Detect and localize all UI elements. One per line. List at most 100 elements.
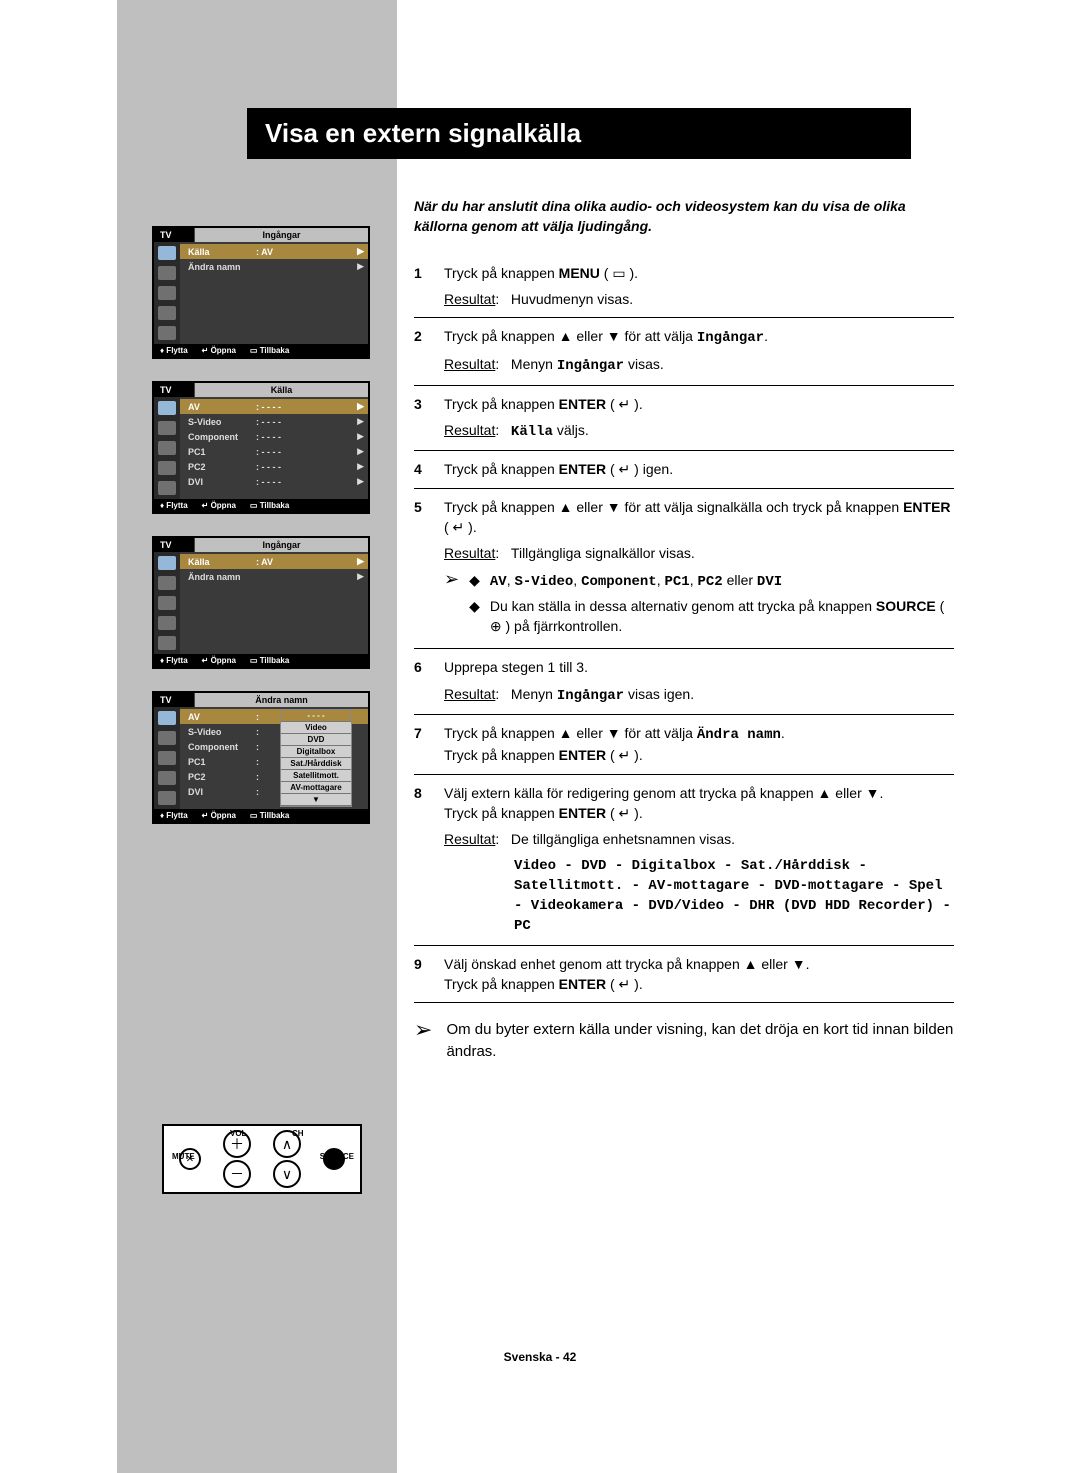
osd-dropdown-item[interactable]: AV-mottagare [281, 782, 351, 794]
page-number-footer: Svenska - 42 [0, 1350, 1080, 1364]
button-name: ENTER [559, 747, 606, 763]
bullet-diamond-icon: ◆ [469, 596, 480, 637]
result-label: Resultat [444, 356, 495, 372]
text: visas. [624, 356, 664, 372]
final-note: ➢ Om du byter extern källa under visning… [414, 1019, 954, 1063]
text: Tryck på knappen [444, 805, 559, 821]
ch-label: CH [292, 1129, 304, 1138]
osd-menu-row[interactable]: AV: - - - -▶ [180, 399, 368, 414]
step-4: 4 Tryck på knappen ENTER ( ↵ ) igen. [414, 459, 954, 488]
osd-menu-row[interactable]: PC1: - - - -▶ [180, 444, 368, 459]
osd-footer-hints: ♦ Flytta↵ Öppna▭ Tillbaka [154, 499, 368, 512]
osd-dropdown-item[interactable]: - - - - [281, 710, 351, 722]
result-text: De tillgängliga enhetsnamnen visas. [511, 831, 735, 847]
osd-menu-row[interactable]: Källa: AV▶ [180, 554, 368, 569]
ch-down-button[interactable]: ∨ [273, 1160, 301, 1188]
osd-menu-row[interactable]: Ändra namn▶ [180, 569, 368, 584]
osd-menu-row[interactable]: Källa: AV▶ [180, 244, 368, 259]
osd-menu-row [180, 599, 368, 614]
text: Tryck på knappen ▲ eller ▼ för att välja [444, 725, 697, 741]
osd-footer-hints: ♦ Flytta↵ Öppna▭ Tillbaka [154, 654, 368, 667]
text: Menyn [511, 356, 557, 372]
osd-menu-row [180, 289, 368, 304]
text: . [764, 328, 768, 344]
menu-name: Ingångar [557, 358, 624, 374]
osd-menu-row[interactable]: DVI: - - - -▶ [180, 474, 368, 489]
osd-menu-row [180, 319, 368, 334]
osd-category-icon [158, 751, 176, 765]
osd-category-icon [158, 326, 176, 340]
osd-category-icon [158, 441, 176, 455]
step-2: 2 Tryck på knappen ▲ eller ▼ för att väl… [414, 326, 954, 386]
vol-label: VOL [230, 1129, 246, 1138]
osd-dropdown-item[interactable]: Satellitmott. [281, 770, 351, 782]
step-1: 1 Tryck på knappen MENU ( ▭ ). Resultat:… [414, 263, 954, 319]
step-number: 4 [414, 459, 432, 479]
text: Tryck på knappen [444, 976, 559, 992]
osd-category-icon [158, 556, 176, 570]
osd-dropdown-item[interactable]: Sat./Hårddisk [281, 758, 351, 770]
result-label: Resultat [444, 291, 495, 307]
intro-paragraph: När du har anslutit dina olika audio- oc… [414, 196, 954, 237]
text: . [781, 725, 785, 741]
osd-menu-1: TVKälla AV: - - - -▶S-Video: - - - -▶Comp… [152, 381, 370, 514]
osd-category-icon [158, 791, 176, 805]
text: Välj extern källa för redigering genom a… [444, 785, 883, 801]
text: Upprepa stegen 1 till 3. [444, 659, 588, 675]
button-name: ENTER [903, 499, 950, 515]
osd-category-icon [158, 596, 176, 610]
osd-menu-row[interactable]: PC2: - - - -▶ [180, 459, 368, 474]
osd-dropdown-item[interactable]: ▼ [281, 794, 351, 806]
button-name: ENTER [559, 461, 606, 477]
result-label: Resultat [444, 422, 495, 438]
osd-header-tab: Källa [194, 383, 368, 397]
osd-menu-0: TVIngångarKälla: AV▶Ändra namn▶ ♦ Flytta… [152, 226, 370, 359]
osd-category-icon [158, 711, 176, 725]
text: ( ↵ ). [606, 747, 643, 763]
osd-category-icon [158, 421, 176, 435]
menu-name: Källa [511, 424, 553, 440]
osd-menu-row [180, 584, 368, 599]
osd-category-icon [158, 616, 176, 630]
step-number: 2 [414, 326, 432, 377]
vol-down-button[interactable]: － [223, 1160, 251, 1188]
osd-footer-hints: ♦ Flytta↵ Öppna▭ Tillbaka [154, 809, 368, 822]
text: Välj önskad enhet genom att trycka på kn… [444, 956, 809, 972]
osd-side-icons [154, 242, 180, 344]
remote-button-panel: VOL CH MUTE SOURCE ✕ ＋ － ∧ ∨ [162, 1124, 362, 1194]
device-name-list: Video - DVD - Digitalbox - Sat./Hårddisk… [444, 856, 954, 937]
button-name: MENU [559, 265, 600, 281]
result-label: Resultat [444, 831, 495, 847]
osd-side-icons [154, 552, 180, 654]
osd-dropdown-item[interactable]: DVD [281, 734, 351, 746]
step-9: 9 Välj önskad enhet genom att trycka på … [414, 954, 954, 1004]
text: ( ↵ ). [606, 396, 643, 412]
osd-tv-label: TV [154, 383, 194, 397]
text: Tryck på knappen ▲ eller ▼ för att välja [444, 328, 697, 344]
osd-side-icons [154, 397, 180, 499]
osd-category-icon [158, 401, 176, 415]
osd-category-icon [158, 576, 176, 590]
osd-menu-row [180, 629, 368, 644]
step-number: 1 [414, 263, 432, 310]
menu-name: Ingångar [697, 330, 764, 346]
osd-menu-row[interactable]: S-Video: - - - -▶ [180, 414, 368, 429]
source-label: SOURCE [320, 1152, 354, 1161]
osd-menu-row[interactable]: Ändra namn▶ [180, 259, 368, 274]
text: ( ↵ ) igen. [606, 461, 673, 477]
osd-header-tab: Ingångar [194, 228, 368, 242]
osd-menu-row[interactable]: Component: - - - -▶ [180, 429, 368, 444]
step-6: 6 Upprepa stegen 1 till 3. Resultat: Men… [414, 657, 954, 715]
osd-dropdown-list[interactable]: - - - -VideoDVDDigitalboxSat./HårddiskSa… [280, 709, 352, 807]
osd-dropdown-item[interactable]: Video [281, 722, 351, 734]
text: Tryck på knappen [444, 461, 559, 477]
osd-category-icon [158, 636, 176, 650]
osd-tv-label: TV [154, 538, 194, 552]
osd-tv-label: TV [154, 693, 194, 707]
button-name: ENTER [559, 976, 606, 992]
osd-dropdown-item[interactable]: Digitalbox [281, 746, 351, 758]
text: Tryck på knappen [444, 265, 559, 281]
step-7: 7 Tryck på knappen ▲ eller ▼ för att väl… [414, 723, 954, 775]
result-text: Huvudmenyn visas. [511, 291, 633, 307]
step-number: 7 [414, 723, 432, 766]
